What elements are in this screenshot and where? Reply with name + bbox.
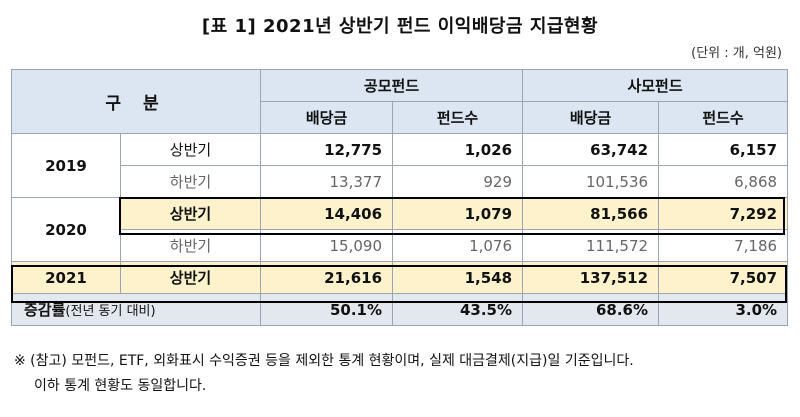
private-count-cell: 7,186 xyxy=(658,229,789,262)
public-count-cell: 1,026 xyxy=(392,133,524,166)
public-count-cell: 1,076 xyxy=(392,229,524,262)
private-dividend-rate: 68.6% xyxy=(522,293,660,326)
header-public-dividend: 배당금 xyxy=(260,101,394,134)
table-row: 하반기 13,377 929 101,536 6,868 xyxy=(12,165,789,198)
private-dividend-cell: 111,572 xyxy=(522,229,660,262)
header-category: 구 분 xyxy=(10,69,262,134)
header-private-count: 펀드수 xyxy=(658,101,789,134)
change-rate-row: 증감률(전년 동기 대비) 50.1% 43.5% 68.6% 3.0% xyxy=(10,293,789,326)
year-cell: 2019 xyxy=(11,133,121,198)
change-rate-title: 증감률 xyxy=(24,301,66,319)
header-private-fund: 사모펀드 xyxy=(522,69,789,102)
public-count-rate: 43.5% xyxy=(392,293,524,326)
dividend-table: 구 분 공모펀드 사모펀드 배당금 펀드수 배당금 펀드수 2019 상반기 1… xyxy=(10,69,789,326)
half-cell: 상반기 xyxy=(119,261,262,294)
footnote: ※ (참고) 모펀드, ETF, 외화표시 수익증권 등을 제외한 통계 현황이… xyxy=(14,349,634,399)
public-count-cell: 1,548 xyxy=(392,261,524,294)
private-dividend-cell: 137,512 xyxy=(522,261,660,294)
private-count-rate: 3.0% xyxy=(658,293,789,326)
public-dividend-cell: 13,377 xyxy=(260,165,394,198)
private-dividend-cell: 81,566 xyxy=(522,197,660,230)
private-dividend-cell: 63,742 xyxy=(522,133,660,166)
half-cell: 하반기 xyxy=(119,229,262,262)
header-private-dividend: 배당금 xyxy=(522,101,660,134)
public-dividend-cell: 21,616 xyxy=(260,261,394,294)
half-cell: 상반기 xyxy=(119,197,262,230)
public-dividend-cell: 12,775 xyxy=(260,133,394,166)
table-title: [표 1] 2021년 상반기 펀드 이익배당금 지급현황 xyxy=(201,16,599,37)
header-public-count: 펀드수 xyxy=(392,101,524,134)
public-count-cell: 929 xyxy=(392,165,524,198)
private-count-cell: 6,157 xyxy=(658,133,789,166)
header-public-fund: 공모펀드 xyxy=(260,69,524,102)
public-dividend-rate: 50.1% xyxy=(260,293,394,326)
half-cell: 하반기 xyxy=(119,165,262,198)
year-cell: 2021 xyxy=(11,261,121,294)
table-row: 2019 상반기 12,775 1,026 63,742 6,157 xyxy=(11,133,789,198)
public-dividend-cell: 14,406 xyxy=(260,197,394,230)
table-row: 2021 상반기 21,616 1,548 137,512 7,507 xyxy=(11,261,789,294)
table-row: 2020 상반기 14,406 1,079 81,566 7,292 xyxy=(11,197,789,262)
private-dividend-cell: 101,536 xyxy=(522,165,660,198)
half-cell: 상반기 xyxy=(119,133,262,166)
private-count-cell: 7,507 xyxy=(658,261,789,294)
change-rate-subtitle: (전년 동기 대비) xyxy=(65,304,156,319)
private-count-cell: 7,292 xyxy=(658,197,789,230)
year-cell: 2020 xyxy=(11,197,121,262)
public-dividend-cell: 15,090 xyxy=(260,229,394,262)
change-rate-label: 증감률(전년 동기 대비) xyxy=(10,293,262,326)
private-count-cell: 6,868 xyxy=(658,165,789,198)
table-row: 하반기 15,090 1,076 111,572 7,186 xyxy=(12,229,789,262)
unit-label: (단위 : 개, 억원) xyxy=(691,46,782,61)
footnote-line-1: ※ (참고) 모펀드, ETF, 외화표시 수익증권 등을 제외한 통계 현황이… xyxy=(14,353,634,369)
footnote-line-2: 이하 통계 현황도 동일합니다. xyxy=(34,378,207,394)
public-count-cell: 1,079 xyxy=(392,197,524,230)
